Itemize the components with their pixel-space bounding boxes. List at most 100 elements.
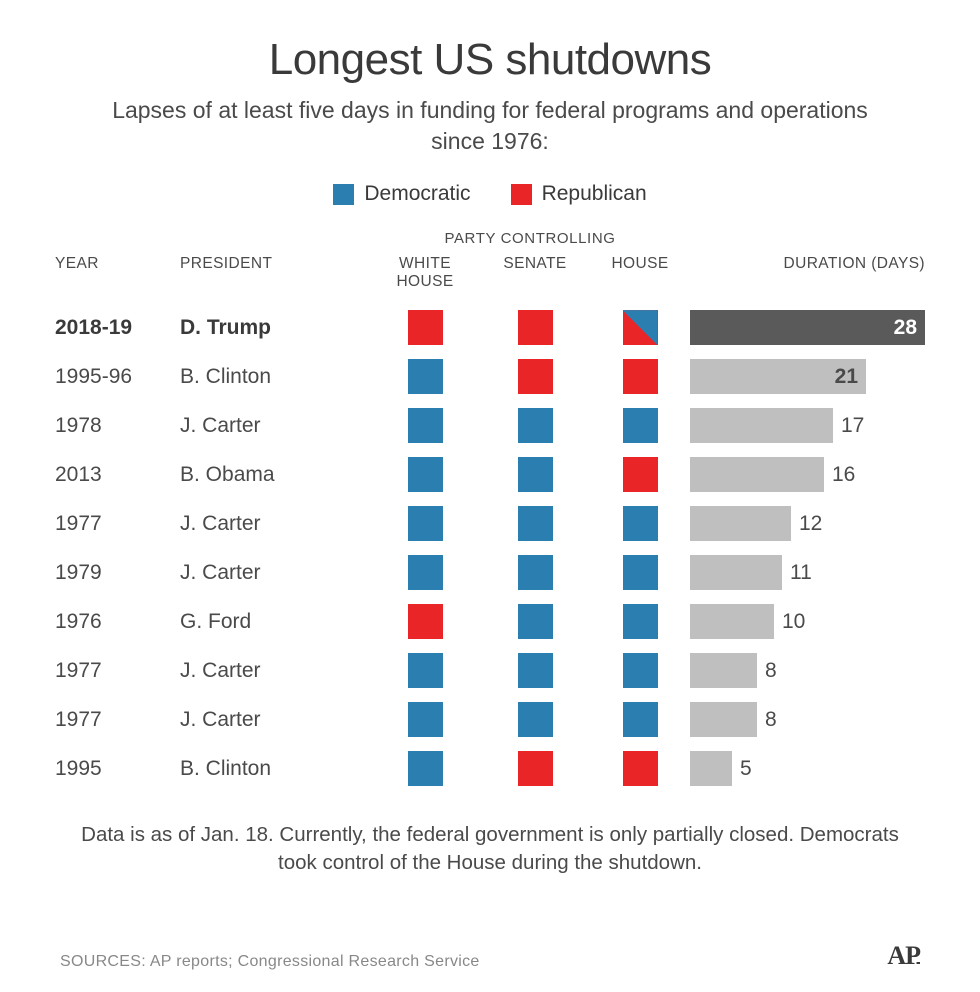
table-row: 1977J. Carter 8	[55, 695, 925, 744]
header-senate: SENATE	[480, 255, 590, 293]
bar-value: 21	[835, 365, 858, 389]
bar-value: 28	[894, 316, 917, 340]
sources-text: SOURCES: AP reports; Congressional Resea…	[60, 953, 480, 971]
cell-president: J. Carter	[180, 561, 370, 585]
legend-item-democratic: Democratic	[333, 182, 470, 206]
table-row: 1977J. Carter 8	[55, 646, 925, 695]
bar-value: 8	[765, 708, 777, 732]
cell-duration-bar: 17	[690, 408, 925, 443]
legend-label-republican: Republican	[542, 182, 647, 206]
cell-year: 1977	[55, 659, 180, 683]
party-square	[408, 408, 443, 443]
header-house: HOUSE	[590, 255, 690, 293]
party-square	[518, 751, 553, 786]
party-square	[518, 702, 553, 737]
column-headers-super: PARTY CONTROLLING	[55, 230, 925, 249]
table-row: 1979J. Carter 11	[55, 548, 925, 597]
cell-duration-bar: 28	[690, 310, 925, 345]
party-square	[408, 653, 443, 688]
party-square	[408, 310, 443, 345]
cell-year: 1979	[55, 561, 180, 585]
party-square	[408, 457, 443, 492]
party-square	[623, 457, 658, 492]
legend-label-democratic: Democratic	[364, 182, 470, 206]
bar-value: 10	[782, 610, 805, 634]
party-square	[518, 506, 553, 541]
cell-duration-bar: 8	[690, 653, 925, 688]
party-square	[518, 408, 553, 443]
duration-bar	[690, 702, 757, 737]
header-white-house: WHITE HOUSE	[370, 255, 480, 293]
table-row: 1976G. Ford 10	[55, 597, 925, 646]
chart-subtitle: Lapses of at least five days in funding …	[85, 95, 895, 157]
cell-duration-bar: 16	[690, 457, 925, 492]
swatch-republican	[511, 184, 532, 205]
cell-duration-bar: 8	[690, 702, 925, 737]
table-row: 2013B. Obama 16	[55, 450, 925, 499]
chart-title: Longest US shutdowns	[55, 35, 925, 85]
footnote: Data is as of Jan. 18. Currently, the fe…	[75, 821, 905, 876]
cell-president: G. Ford	[180, 610, 370, 634]
party-square	[623, 653, 658, 688]
party-square	[623, 408, 658, 443]
header-president: PRESIDENT	[180, 255, 370, 293]
duration-bar	[690, 653, 757, 688]
party-square	[518, 310, 553, 345]
cell-president: B. Clinton	[180, 365, 370, 389]
legend: Democratic Republican	[55, 182, 925, 206]
party-square-split	[623, 310, 658, 345]
duration-bar	[690, 506, 791, 541]
duration-bar	[690, 457, 824, 492]
cell-duration-bar: 21	[690, 359, 925, 394]
table-row: 1977J. Carter12	[55, 499, 925, 548]
party-square	[518, 359, 553, 394]
cell-duration-bar: 12	[690, 506, 925, 541]
bar-value: 8	[765, 659, 777, 683]
bar-value: 17	[841, 414, 864, 438]
bar-value: 5	[740, 757, 752, 781]
table-row: 1995-96B. Clinton 21	[55, 352, 925, 401]
duration-bar: 21	[690, 359, 866, 394]
header-duration: DURATION (DAYS)	[690, 255, 925, 293]
column-headers: YEAR PRESIDENT WHITE HOUSE SENATE HOUSE …	[55, 255, 925, 293]
cell-year: 1995	[55, 757, 180, 781]
header-year: YEAR	[55, 255, 180, 293]
cell-president: J. Carter	[180, 414, 370, 438]
cell-president: D. Trump	[180, 316, 370, 340]
legend-item-republican: Republican	[511, 182, 647, 206]
cell-duration-bar: 5	[690, 751, 925, 786]
party-square	[623, 506, 658, 541]
table-row: 2018-19D. Trump28	[55, 303, 925, 352]
cell-year: 1976	[55, 610, 180, 634]
cell-year: 2013	[55, 463, 180, 487]
party-square	[518, 653, 553, 688]
party-square	[518, 555, 553, 590]
party-square	[408, 702, 443, 737]
header-party-controlling: PARTY CONTROLLING	[370, 230, 690, 247]
duration-bar	[690, 604, 774, 639]
party-square	[623, 359, 658, 394]
cell-president: J. Carter	[180, 659, 370, 683]
party-square	[623, 604, 658, 639]
cell-president: J. Carter	[180, 708, 370, 732]
duration-bar	[690, 555, 782, 590]
party-square	[518, 604, 553, 639]
swatch-democratic	[333, 184, 354, 205]
duration-bar: 28	[690, 310, 925, 345]
table-row: 1978J. Carter 17	[55, 401, 925, 450]
cell-duration-bar: 10	[690, 604, 925, 639]
cell-duration-bar: 11	[690, 555, 925, 590]
party-square	[408, 359, 443, 394]
cell-year: 1977	[55, 708, 180, 732]
cell-year: 1978	[55, 414, 180, 438]
cell-year: 1995-96	[55, 365, 180, 389]
party-square	[408, 751, 443, 786]
cell-president: B. Obama	[180, 463, 370, 487]
party-square	[408, 506, 443, 541]
bar-value: 16	[832, 463, 855, 487]
cell-year: 1977	[55, 512, 180, 536]
party-square	[518, 457, 553, 492]
party-square	[623, 555, 658, 590]
party-square	[408, 555, 443, 590]
party-square	[623, 751, 658, 786]
